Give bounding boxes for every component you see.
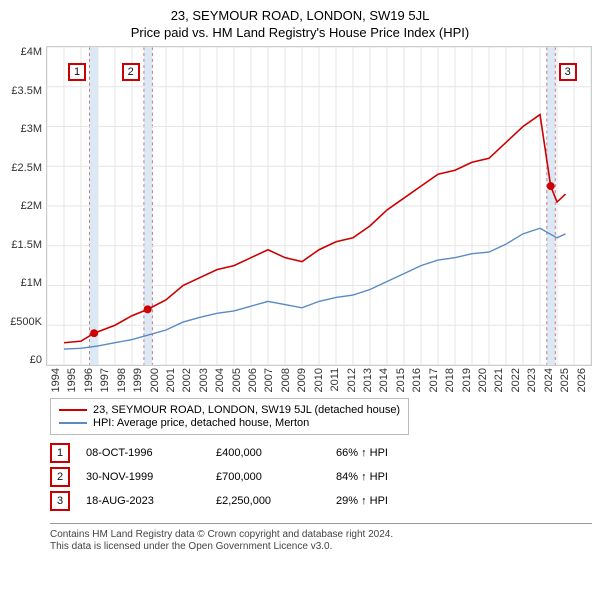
title-subtitle: Price paid vs. HM Land Registry's House … — [8, 25, 592, 40]
sale-marker-2: 2 — [50, 467, 70, 487]
plot-area: 1 2 3 — [46, 46, 592, 366]
x-tick-label: 2018 — [444, 368, 460, 392]
sale-delta: 66% ↑ HPI — [336, 447, 592, 459]
y-tick-label: £3.5M — [8, 85, 42, 97]
sale-price: £2,250,000 — [216, 495, 326, 507]
sale-row: 1 08-OCT-1996 £400,000 66% ↑ HPI — [50, 441, 592, 465]
attribution-line1: Contains HM Land Registry data © Crown c… — [50, 529, 592, 540]
plot-sale-marker: 1 — [68, 63, 86, 81]
sale-price: £400,000 — [216, 447, 326, 459]
plot-sale-marker: 2 — [122, 63, 140, 81]
y-tick-label: £3M — [8, 123, 42, 135]
x-tick-label: 2017 — [428, 368, 444, 392]
x-tick-label: 1998 — [116, 368, 132, 392]
x-tick-label: 2009 — [296, 368, 312, 392]
sale-date: 18-AUG-2023 — [86, 495, 206, 507]
legend-swatch-hpi — [59, 422, 87, 424]
legend-label-hpi: HPI: Average price, detached house, Mert… — [93, 417, 309, 429]
x-tick-label: 2019 — [461, 368, 477, 392]
x-tick-label: 2025 — [559, 368, 575, 392]
x-tick-label: 2021 — [493, 368, 509, 392]
legend-label-property: 23, SEYMOUR ROAD, LONDON, SW19 5JL (deta… — [93, 404, 400, 416]
y-tick-label: £1.5M — [8, 239, 42, 251]
sale-delta: 29% ↑ HPI — [336, 495, 592, 507]
x-tick-label: 2024 — [543, 368, 559, 392]
x-tick-label: 2004 — [214, 368, 230, 392]
y-axis-labels: £4M £3.5M £3M £2.5M £2M £1.5M £1M £500K £0 — [8, 46, 46, 366]
legend: 23, SEYMOUR ROAD, LONDON, SW19 5JL (deta… — [50, 398, 409, 435]
sale-row: 3 18-AUG-2023 £2,250,000 29% ↑ HPI — [50, 489, 592, 513]
title-address: 23, SEYMOUR ROAD, LONDON, SW19 5JL — [8, 8, 592, 23]
x-tick-label: 1996 — [83, 368, 99, 392]
sale-price: £700,000 — [216, 471, 326, 483]
sale-events: 1 08-OCT-1996 £400,000 66% ↑ HPI 2 30-NO… — [50, 441, 592, 513]
chart-title: 23, SEYMOUR ROAD, LONDON, SW19 5JL Price… — [8, 8, 592, 40]
x-tick-label: 2014 — [378, 368, 394, 392]
x-tick-label: 2006 — [247, 368, 263, 392]
sale-marker-3: 3 — [50, 491, 70, 511]
y-tick-label: £4M — [8, 46, 42, 58]
x-tick-label: 2000 — [149, 368, 165, 392]
legend-item-property: 23, SEYMOUR ROAD, LONDON, SW19 5JL (deta… — [59, 404, 400, 416]
x-tick-label: 2008 — [280, 368, 296, 392]
sale-date: 08-OCT-1996 — [86, 447, 206, 459]
y-tick-label: £500K — [8, 316, 42, 328]
x-tick-label: 2007 — [263, 368, 279, 392]
chart-container: 23, SEYMOUR ROAD, LONDON, SW19 5JL Price… — [0, 0, 600, 561]
sale-delta: 84% ↑ HPI — [336, 471, 592, 483]
x-tick-label: 2023 — [526, 368, 542, 392]
x-tick-label: 2005 — [231, 368, 247, 392]
y-tick-label: £2.5M — [8, 162, 42, 174]
x-tick-label: 2001 — [165, 368, 181, 392]
x-tick-label: 2011 — [329, 368, 345, 392]
attribution: Contains HM Land Registry data © Crown c… — [50, 523, 592, 552]
y-tick-label: £1M — [8, 277, 42, 289]
x-axis-labels: 1994199519961997199819992000200120022003… — [50, 366, 592, 392]
x-tick-label: 1995 — [66, 368, 82, 392]
y-tick-label: £0 — [8, 354, 42, 366]
legend-swatch-property — [59, 409, 87, 411]
sale-row: 2 30-NOV-1999 £700,000 84% ↑ HPI — [50, 465, 592, 489]
x-tick-label: 2002 — [181, 368, 197, 392]
x-tick-label: 2012 — [346, 368, 362, 392]
x-tick-label: 1994 — [50, 368, 66, 392]
plot-sale-marker: 3 — [559, 63, 577, 81]
x-tick-label: 2010 — [313, 368, 329, 392]
sale-date: 30-NOV-1999 — [86, 471, 206, 483]
legend-item-hpi: HPI: Average price, detached house, Mert… — [59, 417, 400, 429]
x-tick-label: 2020 — [477, 368, 493, 392]
sale-marker-1: 1 — [50, 443, 70, 463]
x-tick-label: 2013 — [362, 368, 378, 392]
x-tick-label: 2022 — [510, 368, 526, 392]
x-tick-label: 1999 — [132, 368, 148, 392]
attribution-line2: This data is licensed under the Open Gov… — [50, 541, 592, 552]
x-tick-label: 2026 — [576, 368, 592, 392]
x-tick-label: 2016 — [411, 368, 427, 392]
x-tick-label: 1997 — [99, 368, 115, 392]
y-tick-label: £2M — [8, 200, 42, 212]
x-tick-label: 2015 — [395, 368, 411, 392]
x-tick-label: 2003 — [198, 368, 214, 392]
chart-row: £4M £3.5M £3M £2.5M £2M £1.5M £1M £500K £0 1 2 3 — [8, 46, 592, 366]
